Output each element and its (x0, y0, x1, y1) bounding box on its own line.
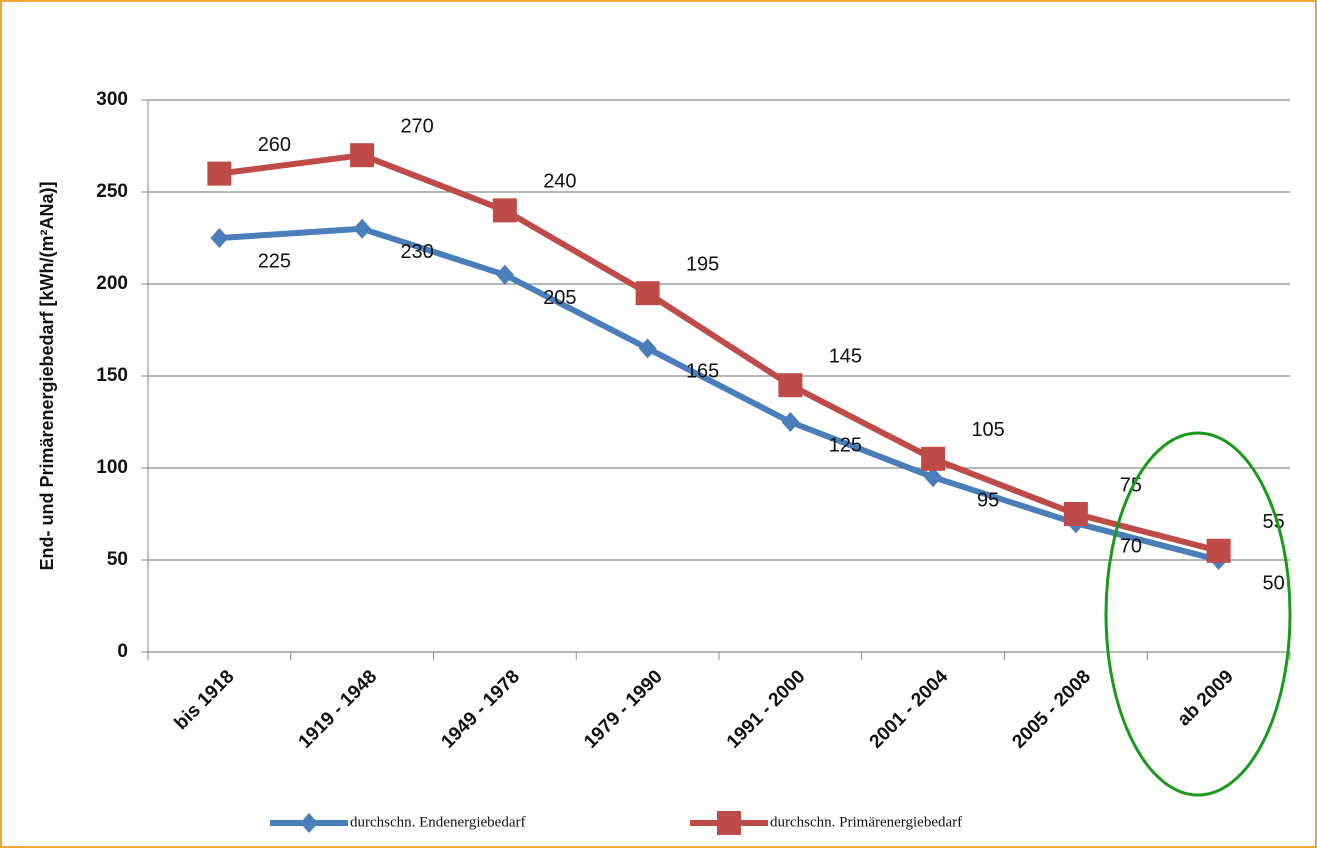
plot: 0 50 100 150 200 250 300 bis 1918 1919 - 1948 194… (96, 89, 1291, 835)
data-point (210, 228, 229, 248)
data-label: 70 (1120, 535, 1142, 557)
data-label: 145 (829, 345, 862, 367)
data-label: 95 (977, 489, 999, 511)
y-tick-label: 100 (96, 457, 128, 478)
legend-label: durchschn. Endenergiebedarf (350, 814, 525, 830)
data-point (924, 467, 943, 488)
data-label: 270 (400, 115, 433, 137)
data-point (778, 373, 803, 398)
data-label: 260 (258, 134, 291, 156)
data-point (495, 264, 514, 285)
data-point (1063, 502, 1088, 526)
data-point (781, 412, 800, 432)
y-tick-label: 200 (96, 273, 128, 294)
data-label: 125 (829, 434, 862, 456)
data-point (492, 198, 517, 223)
data-point (921, 446, 946, 471)
y-axis-label: End- und Primärenergiebedarf [kWh/(m²ANa… (37, 181, 57, 570)
x-tick-label: 2001 - 2004 (866, 666, 953, 753)
highlight-ellipse (1104, 431, 1292, 797)
x-tick-label: 1991 - 2000 (723, 666, 810, 753)
y-tick-label: 150 (96, 365, 128, 386)
x-tick-label: 1919 - 1948 (295, 666, 382, 753)
x-tick-label: ab 2009 (1174, 666, 1238, 730)
series-line (219, 225, 1220, 563)
x-tick-label: 1979 - 1990 (580, 666, 667, 753)
data-label: 230 (400, 241, 433, 263)
legend-label: durchschn. Primärenergiebedarf (770, 814, 962, 830)
data-point (638, 338, 657, 359)
legend-marker (300, 813, 318, 833)
y-tick-label: 250 (96, 181, 128, 202)
data-label: 225 (258, 250, 291, 272)
data-label: 240 (543, 171, 576, 193)
data-point (350, 143, 375, 168)
data-point (635, 281, 660, 306)
y-tick-label: 300 (96, 89, 128, 110)
data-point (353, 218, 372, 239)
data-point (207, 161, 232, 186)
x-tick-label: bis 1918 (171, 666, 239, 734)
data-point (1206, 538, 1231, 563)
data-label: 105 (971, 419, 1004, 441)
x-tick-label: 1949 - 1978 (437, 666, 524, 753)
data-label: 165 (686, 361, 719, 383)
y-tick-label: 0 (117, 641, 128, 662)
series-line (218, 152, 1220, 554)
y-tick-label: 50 (107, 549, 128, 570)
legend-marker (717, 811, 741, 835)
x-tick-label: 2005 - 2008 (1008, 666, 1095, 753)
data-label: 195 (686, 253, 719, 275)
data-label: 205 (543, 287, 576, 309)
data-label: 50 (1263, 572, 1285, 594)
